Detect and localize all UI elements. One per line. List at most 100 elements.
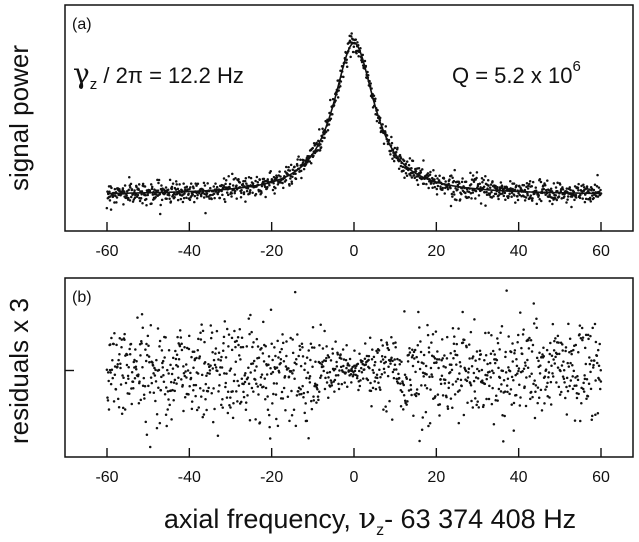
panel-b-point [560, 390, 563, 394]
panel-b-point [373, 363, 376, 367]
panel-a-point [337, 89, 340, 92]
panel-a-point [264, 179, 268, 183]
panel-a-point [577, 188, 580, 192]
panel-b-point [427, 350, 431, 354]
panel-a-point [569, 188, 572, 192]
panel-b-point [297, 386, 301, 390]
panel-b-point [586, 394, 590, 398]
panel-b-point [567, 322, 570, 326]
panel-b-point [495, 358, 499, 362]
panel-b-point [183, 396, 187, 399]
panel-a-point [223, 186, 227, 189]
panel-a-point [247, 176, 251, 179]
panel-b-point [579, 337, 583, 340]
panel-b-point [368, 336, 372, 340]
panel-a-point [374, 97, 377, 100]
panel-b-point [224, 385, 227, 389]
panel-b-point [561, 375, 565, 378]
panel-b-point [206, 390, 210, 393]
panel-b-point [308, 381, 312, 384]
panel-a-point [243, 179, 247, 183]
panel-a-point [401, 165, 405, 169]
panel-a-point [422, 182, 426, 186]
panel-a-x-tick-label-0: -60 [95, 243, 118, 260]
panel-a-point [535, 202, 539, 206]
panel-a-point [592, 196, 595, 200]
panel-a-point [389, 153, 392, 156]
panel-b-point [589, 334, 592, 338]
panel-b-point [582, 387, 585, 391]
panel-b-point [252, 359, 256, 363]
panel-b-point [437, 366, 440, 370]
panel-b-point [393, 363, 397, 367]
panel-b-point [232, 402, 235, 405]
panel-b-point [569, 379, 573, 382]
panel-b-point [319, 323, 322, 326]
panel-a-point [583, 200, 587, 204]
panel-a-x-tick-label-3: 0 [350, 243, 359, 260]
panel-b-point [229, 367, 233, 370]
panel-b-point [281, 341, 285, 345]
panel-b-point [170, 372, 174, 376]
panel-b-point [523, 361, 527, 364]
panel-a-point [588, 188, 591, 191]
panel-b-point [392, 368, 396, 371]
panel-b-point [498, 348, 501, 351]
panel-b-point [221, 397, 224, 401]
panel-b-point [497, 366, 500, 370]
panel-b-point [172, 398, 175, 402]
panel-b-point [532, 382, 535, 386]
panel-b-point [200, 323, 203, 326]
panel-a-point [471, 191, 475, 194]
panel-b-point [147, 344, 150, 347]
panel-b-point [148, 361, 151, 364]
panel-b-point [535, 356, 539, 360]
panel-b-point [513, 349, 517, 352]
panel-a-point [484, 175, 487, 178]
panel-b-point [372, 355, 376, 359]
panel-b-point [255, 365, 258, 368]
panel-b-point [588, 356, 591, 359]
panel-b-point [429, 366, 433, 370]
panel-a-point [523, 199, 527, 202]
panel-b-point [243, 380, 247, 384]
panel-a-point [255, 175, 259, 179]
panel-b-point [451, 406, 454, 410]
panel-a-point [106, 190, 109, 193]
panel-b-point [271, 358, 274, 362]
panel-b-point [427, 424, 430, 428]
panel-b-point [373, 360, 377, 364]
panel-a-point [156, 189, 160, 192]
panel-b-point [552, 358, 555, 361]
panel-b-point [130, 387, 133, 390]
panel-b-x-tick-label-3: 0 [350, 469, 359, 486]
panel-a-point [458, 198, 462, 201]
panel-b-point [250, 330, 253, 334]
panel-a-point [209, 193, 212, 197]
q-text: Q = 5.2 x 10 [452, 63, 572, 88]
xlabel-nu: ν [358, 501, 376, 535]
panel-b-point [451, 383, 455, 386]
panel-b-point [576, 375, 579, 378]
panel-a-point [475, 176, 478, 180]
panel-a-point [318, 128, 321, 131]
panel-a-point [474, 189, 478, 193]
panel-b-point [306, 371, 310, 374]
panel-b-point [541, 353, 544, 356]
panel-b-point [183, 374, 186, 378]
panel-b-point [339, 365, 343, 369]
panel-b-point [345, 366, 348, 370]
panel-b-point [474, 376, 478, 379]
panel-a-point [399, 157, 403, 160]
panel-b-point [515, 364, 519, 368]
panel-b-point [152, 391, 156, 395]
panel-b-point [226, 390, 230, 393]
panel-a-point [195, 197, 199, 200]
panel-b-point [175, 353, 179, 357]
panel-b-point [163, 356, 166, 359]
panel-a-point [568, 186, 572, 189]
panel-b-point [155, 412, 159, 416]
panel-a-point [302, 158, 305, 162]
panel-b-point [145, 342, 148, 346]
panel-b-point [504, 355, 507, 359]
